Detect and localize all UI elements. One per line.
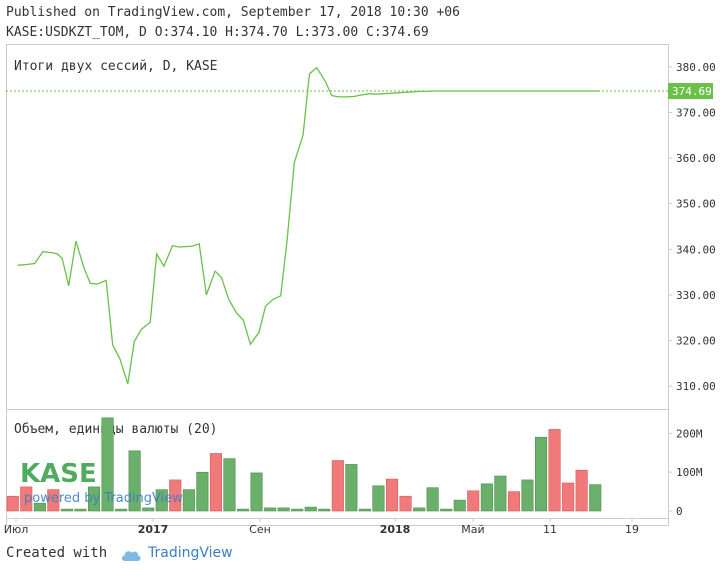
- time-tick-label: 2017: [138, 523, 169, 536]
- volume-pane-title: Объем, единицы валюты (20): [14, 422, 218, 437]
- time-tick-label: 2018: [380, 523, 411, 536]
- volume-bar: [521, 479, 534, 512]
- volume-bar: [494, 475, 507, 512]
- volume-bar: [304, 506, 317, 512]
- volume-bar: [589, 484, 602, 512]
- kase-logo: KASE powered by TradingView: [20, 459, 183, 506]
- volume-bar: [399, 495, 412, 512]
- volume-bar: [223, 458, 236, 512]
- volume-bar: [115, 508, 128, 512]
- volume-bar: [47, 489, 60, 512]
- time-tick-label: 11: [543, 523, 557, 536]
- volume-bar: [372, 485, 385, 512]
- volume-bar: [196, 471, 209, 512]
- volume-bar: [385, 478, 399, 512]
- volume-bar: [358, 508, 372, 512]
- price-tick-label: 370.00: [676, 106, 716, 119]
- volume-bar: [74, 508, 87, 512]
- tradingview-brand-link[interactable]: TradingView: [148, 545, 233, 561]
- volume-bar: [264, 507, 277, 512]
- volume-bar: [6, 495, 19, 512]
- price-tick-label: 380.00: [676, 61, 716, 74]
- volume-bar: [88, 486, 101, 512]
- volume-axis: 200M 100M 0: [668, 427, 703, 518]
- volume-bar: [209, 453, 222, 512]
- time-tick-label: 19: [625, 523, 639, 536]
- volume-bar: [20, 486, 33, 512]
- price-tick-label: 320.00: [676, 335, 716, 348]
- volume-bar: [534, 436, 548, 512]
- volume-bar: [318, 508, 331, 512]
- tradingview-cloud-icon: [121, 551, 141, 561]
- volume-bar: [331, 460, 344, 512]
- price-tick-label: 330.00: [676, 289, 716, 302]
- price-tick-label: 360.00: [676, 152, 716, 165]
- last-price-badge: [668, 83, 713, 100]
- time-tick-label: Июл: [4, 523, 29, 536]
- last-price-label: 374.69: [672, 85, 712, 98]
- volume-bar: [142, 507, 155, 512]
- price-series: [17, 66, 600, 385]
- volume-bar: [548, 429, 561, 512]
- price-tick-label: 350.00: [676, 198, 716, 211]
- volume-bar: [467, 490, 480, 512]
- time-tick-label: Сен: [249, 523, 271, 536]
- volume-bar: [440, 508, 453, 512]
- published-line: Published on TradingView.com, September …: [6, 5, 460, 20]
- volume-bars: [6, 417, 602, 512]
- volume-bar: [128, 450, 141, 512]
- volume-bar: [33, 502, 46, 512]
- volume-bar: [155, 489, 168, 512]
- volume-bar: [60, 508, 74, 512]
- volume-bar: [182, 489, 195, 512]
- volume-bar: [480, 483, 493, 512]
- powered-by-text: powered by TradingView: [24, 491, 183, 506]
- volume-bar: [250, 472, 263, 512]
- volume-tick-label: 100M: [676, 466, 703, 479]
- last-price-marker: 374.69: [6, 83, 713, 100]
- volume-bar: [575, 469, 588, 512]
- volume-bar: [562, 482, 575, 512]
- kase-logo-text: KASE: [20, 459, 97, 489]
- price-line: [17, 66, 600, 385]
- time-axis: Июл 2017 Сен 2018 Май 11 19: [4, 518, 639, 536]
- volume-bar: [291, 508, 304, 512]
- symbol-ohlc-line: KASE:USDKZT_TOM, D O:374.10 H:374.70 L:3…: [6, 25, 429, 40]
- volume-bar: [413, 507, 426, 512]
- price-tick-label: 310.00: [676, 380, 716, 393]
- price-pane-title: Итоги двух сессий, D, KASE: [14, 59, 218, 74]
- volume-tick-label: 200M: [676, 427, 703, 440]
- volume-tick-label: 0: [676, 505, 683, 518]
- volume-bar: [169, 479, 182, 512]
- volume-bar: [507, 491, 521, 512]
- volume-bar: [237, 508, 250, 512]
- price-tick-label: 340.00: [676, 243, 716, 256]
- volume-bar: [453, 499, 466, 512]
- chart-frame: [6, 44, 669, 526]
- volume-bar: [426, 487, 439, 512]
- volume-bar: [277, 507, 290, 512]
- price-axis: 380.00 370.00 360.00 350.00 340.00 330.00 320.…: [668, 61, 716, 393]
- created-with-text: Created with: [6, 545, 108, 561]
- volume-bar: [345, 464, 358, 512]
- time-tick-label: Май: [461, 523, 484, 536]
- volume-bar: [101, 417, 114, 512]
